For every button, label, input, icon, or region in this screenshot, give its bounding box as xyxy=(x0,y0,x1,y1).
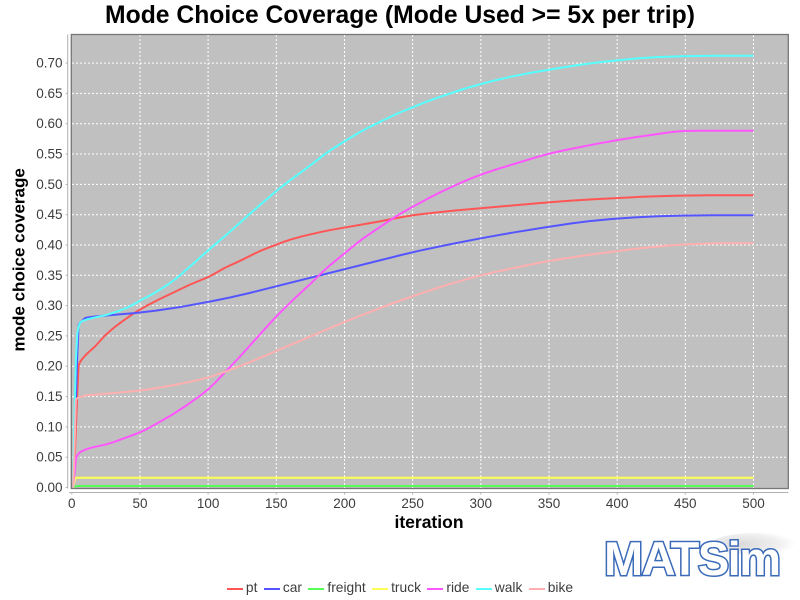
svg-text:50: 50 xyxy=(132,496,147,511)
svg-text:0.20: 0.20 xyxy=(36,359,62,374)
svg-text:150: 150 xyxy=(265,496,288,511)
svg-text:0.55: 0.55 xyxy=(36,147,62,162)
svg-text:200: 200 xyxy=(333,496,356,511)
svg-text:0.10: 0.10 xyxy=(36,419,62,434)
svg-text:300: 300 xyxy=(470,496,493,511)
svg-text:MATSim: MATSim xyxy=(604,532,780,585)
svg-text:0.50: 0.50 xyxy=(36,177,62,192)
svg-text:0.15: 0.15 xyxy=(36,389,62,404)
svg-text:0: 0 xyxy=(68,496,76,511)
svg-text:400: 400 xyxy=(606,496,629,511)
svg-text:350: 350 xyxy=(538,496,561,511)
svg-text:450: 450 xyxy=(674,496,697,511)
svg-text:0.05: 0.05 xyxy=(36,450,62,465)
svg-text:0.25: 0.25 xyxy=(36,328,62,343)
svg-text:100: 100 xyxy=(197,496,220,511)
svg-text:0.45: 0.45 xyxy=(36,207,62,222)
svg-text:0.00: 0.00 xyxy=(36,480,62,495)
svg-text:0.30: 0.30 xyxy=(36,298,62,313)
svg-text:0.35: 0.35 xyxy=(36,268,62,283)
svg-text:0.70: 0.70 xyxy=(36,56,62,71)
svg-text:0.60: 0.60 xyxy=(36,116,62,131)
svg-text:500: 500 xyxy=(742,496,765,511)
svg-text:250: 250 xyxy=(401,496,424,511)
svg-text:0.40: 0.40 xyxy=(36,238,62,253)
svg-text:0.65: 0.65 xyxy=(36,86,62,101)
